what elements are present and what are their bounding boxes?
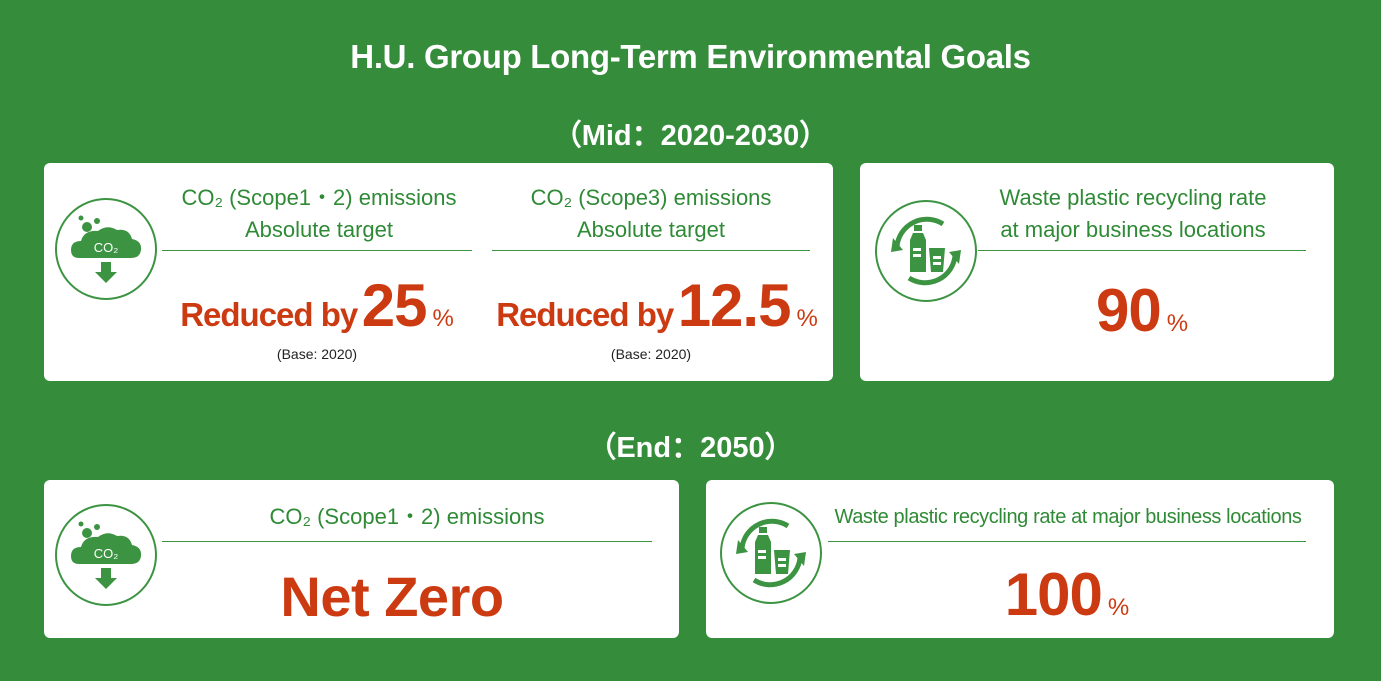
scope3-base: (Base: 2020): [610, 346, 692, 362]
co2-cloud-down-icon: CO₂: [55, 198, 157, 300]
svg-text:CO₂: CO₂: [94, 240, 119, 255]
plastic-title-line2: at major business locations: [1000, 217, 1266, 242]
end-scope12-title: CO₂ (Scope1・2) emissions: [269, 504, 545, 529]
target-unit: %: [796, 305, 818, 332]
section-heading-mid: （Mid：2020-2030）: [552, 120, 829, 152]
end-plastic-title: Waste plastic recycling rate at major bu…: [834, 506, 1302, 528]
scope12-title-line2: Absolute target: [245, 217, 393, 242]
section-heading-end: （End：2050）: [587, 432, 794, 464]
target-prefix: Reduced by: [180, 296, 358, 333]
scope12-target: Reduced by 25%: [162, 271, 472, 340]
end-scope12-target: Net Zero: [280, 565, 504, 628]
card-mid-plastic: Waste plastic recycling rate at major bu…: [860, 163, 1334, 381]
divider: [492, 250, 810, 251]
card-end-plastic: Waste plastic recycling rate at major bu…: [706, 480, 1334, 638]
divider: [162, 250, 472, 251]
scope3-title-line2: Absolute target: [577, 217, 725, 242]
target-prefix: Reduced by: [496, 296, 674, 333]
scope3-target: Reduced by 12.5%: [492, 271, 822, 340]
target-unit: %: [1166, 310, 1189, 337]
target-unit: %: [432, 305, 454, 332]
divider: [162, 541, 652, 542]
target-value: 100: [1004, 561, 1103, 628]
divider: [828, 541, 1306, 542]
recycle-bottle-icon: [875, 200, 977, 302]
svg-text:CO₂: CO₂: [94, 546, 119, 561]
plastic-title-line1: Waste plastic recycling rate: [999, 185, 1267, 210]
scope12-title-line1: CO₂ (Scope1・2) emissions: [181, 185, 457, 210]
scope3-title-line1: CO₂ (Scope3) emissions: [530, 185, 772, 210]
target-value: 90: [1095, 277, 1162, 344]
target-value: 25: [361, 272, 428, 339]
co2-cloud-down-icon: CO₂: [55, 504, 157, 606]
page-title: H.U. Group Long-Term Environmental Goals: [350, 38, 1031, 75]
card-mid-co2: CO₂ CO₂ (Scope1・2) emissions Absolute ta…: [44, 163, 833, 381]
end-plastic-target: 100%: [828, 560, 1306, 629]
recycle-bottle-icon: [720, 502, 822, 604]
target-unit: %: [1107, 594, 1130, 621]
scope12-base: (Base: 2020): [276, 346, 358, 362]
divider: [978, 250, 1306, 251]
card-end-co2: CO₂ CO₂ (Scope1・2) emissions Net Zero: [44, 480, 679, 638]
target-value: 12.5: [677, 272, 792, 339]
plastic-target: 90%: [978, 276, 1306, 345]
